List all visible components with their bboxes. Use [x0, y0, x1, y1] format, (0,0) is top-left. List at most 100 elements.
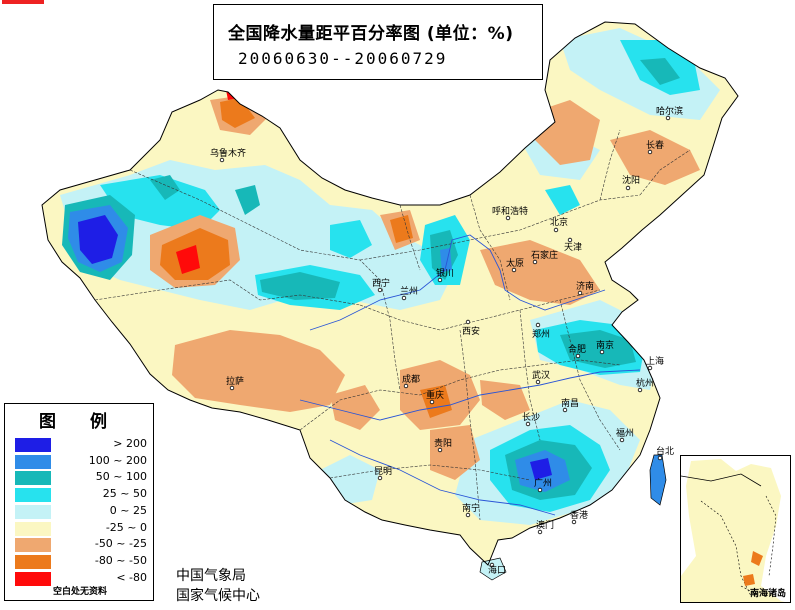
- city-marker: 台北: [656, 445, 674, 461]
- taiwan-region: [649, 454, 667, 506]
- city-dot: [571, 519, 577, 525]
- south-china-sea-inset: 南海诸岛: [680, 455, 791, 603]
- city-label: 呼和浩特: [492, 205, 528, 217]
- legend-label: 0 ~ 25: [109, 503, 147, 517]
- city-marker: 石家庄: [531, 249, 558, 265]
- city-marker: 成都: [402, 373, 420, 389]
- city-dot: [465, 512, 471, 518]
- city-marker: 长春: [646, 139, 664, 155]
- city-dot: [525, 421, 531, 427]
- city-marker: 呼和浩特: [492, 205, 528, 221]
- legend-label: -50 ~ -25: [94, 537, 147, 551]
- city-dot: [377, 287, 383, 293]
- city-dot: [562, 407, 568, 413]
- legend-swatch: [15, 521, 51, 536]
- city-marker: 兰州: [400, 285, 418, 301]
- city-marker: 西宁: [372, 277, 390, 293]
- city-dot: [657, 455, 663, 461]
- city-marker: 郑州: [532, 322, 550, 340]
- city-dot: [429, 399, 435, 405]
- legend-label: > 200: [113, 437, 147, 450]
- city-dot: [553, 227, 559, 233]
- city-label: 台北: [656, 445, 674, 457]
- city-dot: [229, 385, 235, 391]
- city-label: 乌鲁木齐: [210, 147, 246, 159]
- city-dot: [403, 383, 409, 389]
- legend-swatch: [15, 471, 51, 486]
- city-dot: [505, 215, 511, 221]
- org-line-2: 国家气候中心: [176, 588, 260, 604]
- city-marker: 沈阳: [622, 174, 640, 191]
- legend-item: -80 ~ -50: [11, 554, 149, 570]
- city-marker: 乌鲁木齐: [210, 147, 246, 163]
- city-label: 太原: [506, 257, 524, 269]
- city-dot: [647, 365, 653, 371]
- legend-swatch: [15, 454, 51, 469]
- city-dot: [637, 387, 643, 393]
- legend-item: 0 ~ 25: [11, 504, 149, 520]
- city-marker: 武汉: [532, 369, 550, 385]
- province-boundaries: [94, 129, 691, 521]
- city-label: 成都: [402, 373, 420, 385]
- legend-title: 图 例: [39, 412, 121, 432]
- city-label: 南京: [596, 339, 614, 351]
- legend-item: < -80: [11, 571, 149, 587]
- city-marker: 南昌: [561, 397, 579, 413]
- city-dot: [532, 259, 538, 265]
- city-dot: [489, 562, 495, 568]
- city-label: 杭州: [636, 377, 654, 389]
- city-dot: [465, 319, 471, 325]
- city-marker: 银川: [436, 267, 454, 283]
- legend: 图 例 > 200 100 ~ 200 50 ~ 100 25 ~ 50 0 ~ 25 -…: [4, 403, 154, 601]
- city-label: 南宁: [462, 502, 480, 514]
- city-label: 长沙: [522, 411, 540, 423]
- city-dot: [401, 295, 407, 301]
- legend-item: -25 ~ 0: [11, 521, 149, 537]
- city-label: 沈阳: [622, 174, 640, 186]
- inset-map: [681, 459, 785, 602]
- org-line-1: 中国气象局: [176, 568, 246, 584]
- legend-swatch: [15, 554, 51, 569]
- city-label: 香港: [570, 509, 588, 521]
- city-label: 济南: [576, 280, 594, 292]
- city-marker: 合肥: [568, 343, 586, 359]
- city-label: 兰州: [400, 285, 418, 297]
- city-marker: 北京: [550, 216, 568, 233]
- city-label: 昆明: [374, 466, 392, 477]
- legend-item: 100 ~ 200: [11, 454, 149, 470]
- city-marker: 天津: [564, 237, 582, 253]
- city-dot: [577, 290, 583, 296]
- city-marker: 香港: [570, 509, 588, 525]
- city-marker: 上海: [646, 355, 664, 371]
- city-marker: 南宁: [462, 502, 480, 518]
- city-label: 澳门: [536, 519, 554, 531]
- city-label: 海口: [488, 564, 506, 576]
- legend-swatch: [15, 438, 51, 452]
- legend-label: < -80: [116, 570, 147, 584]
- city-label: 银川: [436, 267, 454, 279]
- map-title: 全国降水量距平百分率图 (单位：%): [228, 24, 514, 44]
- legend-item: 50 ~ 100: [11, 470, 149, 486]
- city-marker: 贵阳: [434, 437, 452, 453]
- city-label: 哈尔滨: [656, 105, 683, 117]
- city-dot: [219, 157, 225, 163]
- city-marker: 南京: [596, 339, 614, 355]
- city-marker: 福州: [616, 427, 634, 443]
- legend-label: 50 ~ 100: [95, 470, 147, 484]
- city-marker: 西安: [462, 319, 480, 337]
- map-title-box: 全国降水量距平百分率图 (单位：%) 20060630--20060729: [213, 4, 543, 80]
- legend-item: > 200: [11, 437, 149, 453]
- city-marker: 太原: [506, 257, 524, 273]
- city-dot: [665, 115, 671, 121]
- legend-swatch: [15, 571, 51, 586]
- city-label: 广州: [534, 477, 552, 489]
- city-label: 重庆: [426, 389, 444, 401]
- city-dot: [625, 185, 631, 191]
- city-marker: 重庆: [426, 389, 444, 405]
- city-marker: 昆明: [374, 466, 392, 481]
- city-label: 郑州: [532, 328, 550, 340]
- city-dot: [619, 437, 625, 443]
- map-period: 20060630--20060729: [238, 49, 448, 68]
